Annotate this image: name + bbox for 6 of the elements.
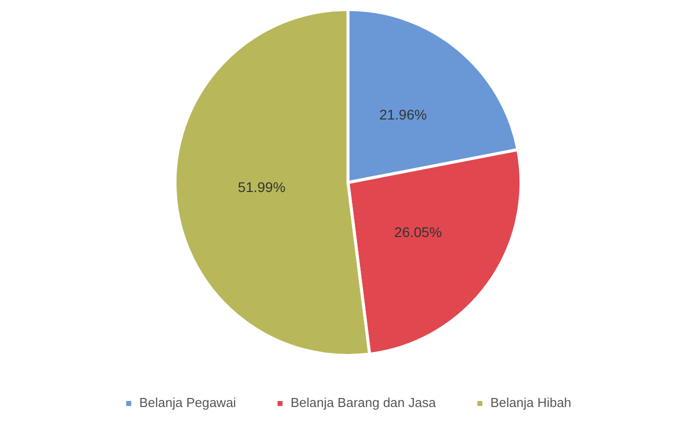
legend-label: Belanja Barang dan Jasa xyxy=(290,395,437,410)
data-label: 26.05% xyxy=(394,224,442,240)
data-label: 21.96% xyxy=(379,106,427,123)
legend-label: Belanja Pegawai xyxy=(139,395,236,410)
data-label: 51.99% xyxy=(238,178,286,195)
legend-label: Belanja Hibah xyxy=(490,395,572,410)
